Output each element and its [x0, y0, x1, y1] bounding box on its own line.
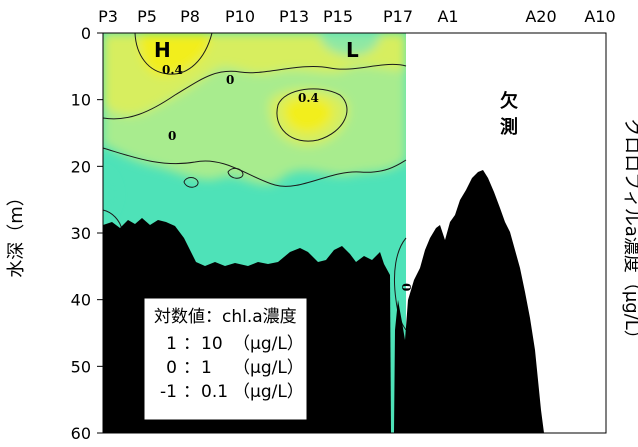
contour-line-0-upper [102, 63, 407, 120]
station-label: P8 [180, 7, 200, 26]
y-tick-label: 50 [71, 357, 91, 376]
y-tick-label: 10 [71, 91, 91, 110]
seabed-right-section [394, 170, 544, 433]
y-tick-label: 20 [71, 157, 91, 176]
legend-log-value: 0 [166, 358, 177, 378]
legend-title: 対数値：chl.a濃度 [154, 307, 297, 327]
legend-unit: （μg/L） [233, 358, 304, 378]
missing-label-line1: 欠 [500, 90, 518, 112]
station-label: P5 [137, 7, 157, 26]
y-axis-title: 水深（m） [6, 188, 27, 278]
y-tick-label: 0 [81, 24, 91, 43]
legend-box [143, 297, 308, 421]
y2-axis-title: クロロフィルa濃度（μg/L） [621, 118, 638, 348]
contour-labels: 0.4 0.4 0 0 0 [162, 63, 413, 291]
y-tick-label: 30 [71, 224, 91, 243]
y-tick-label: 60 [71, 424, 91, 443]
legend-row: 1 ： 10 （μg/L） [166, 334, 304, 354]
legend-concentration: 1 [201, 358, 212, 378]
legend-row: -1 ： 0.1 （μg/L） [160, 382, 304, 402]
legend-unit: （μg/L） [233, 334, 304, 354]
high-marker: H [154, 38, 171, 62]
contour-lines [102, 32, 407, 331]
station-label: P3 [98, 7, 118, 26]
contour-line-inner-a [183, 177, 199, 188]
legend-unit: （μg/L） [233, 382, 304, 402]
legend-row: 0 ： 1 （μg/L） [166, 358, 304, 378]
legend-log-value: 1 [166, 334, 177, 354]
seabed-trench [384, 264, 391, 433]
fill-high-zone [139, 33, 333, 133]
contour-line-0.4-mid [276, 88, 348, 142]
y-axis: 0 10 20 30 40 50 60 [71, 24, 103, 443]
legend-concentration: 0.1 [201, 382, 228, 402]
missing-label-line2: 測 [500, 116, 518, 138]
fill-low-zone-corner [103, 170, 116, 220]
station-label: P10 [225, 7, 255, 26]
legend-log-value: -1 [160, 382, 177, 402]
contour-label-0.4-b: 0.4 [298, 91, 319, 105]
legend-colon: ： [183, 334, 200, 354]
contour-label-0-b: 0 [168, 129, 176, 143]
contour-line-inner-b [227, 167, 244, 179]
low-marker: L [346, 38, 359, 62]
station-label: P17 [383, 7, 413, 26]
station-label: A1 [437, 7, 458, 26]
legend-colon: ： [183, 382, 200, 402]
station-label: A20 [525, 7, 556, 26]
legend: 対数値：chl.a濃度 1： 10 （μg/L）0： 1 （μg/L）-1： 0.1 （μg… [143, 297, 308, 421]
contour-line-0-lower [102, 147, 407, 187]
contour-line-right-edge [393, 237, 407, 331]
legend-concentration: 10 [201, 334, 223, 354]
fill-low-zone-L [320, 33, 380, 56]
contour-label-0-c: 0 [399, 283, 413, 291]
x-axis-stations: P3 P5 P8 P10 P13 P15 P17 A1 A20 A10 [98, 7, 616, 26]
y-tick-label: 40 [71, 291, 91, 310]
station-label: P15 [323, 7, 353, 26]
station-label: A10 [584, 7, 615, 26]
station-label: P13 [279, 7, 309, 26]
contour-line-0.4-high [134, 32, 213, 75]
contour-label-0-a: 0 [226, 73, 234, 87]
contour-label-0.4-a: 0.4 [162, 63, 183, 77]
legend-colon: ： [183, 358, 200, 378]
